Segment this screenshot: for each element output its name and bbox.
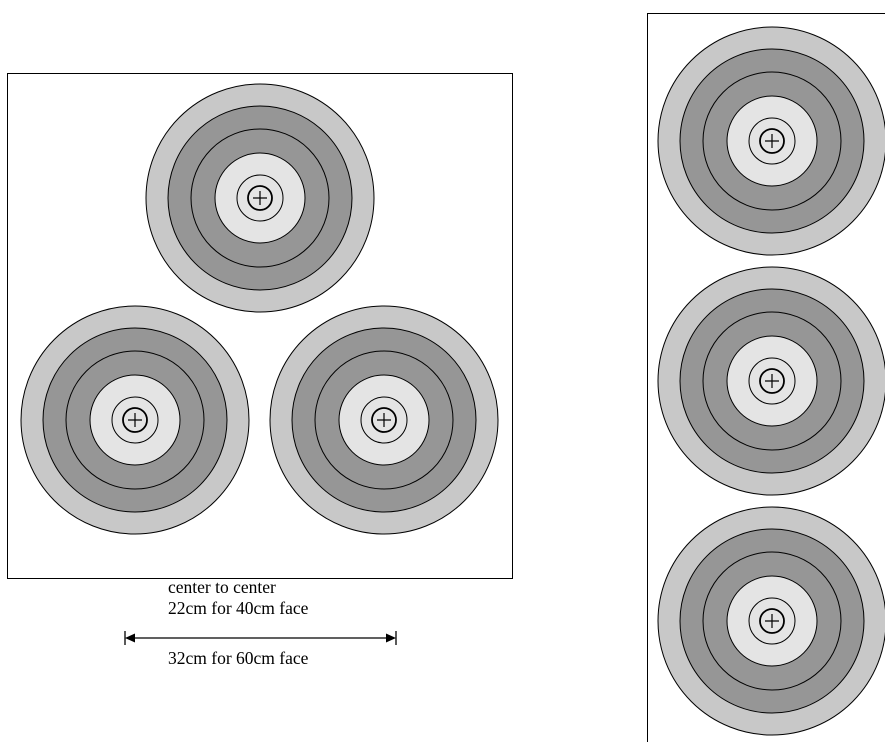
center-ring [759, 368, 785, 394]
center-cross-icon [765, 134, 779, 148]
x-ring [111, 396, 159, 444]
center-ring [759, 128, 785, 154]
center-cross-icon [128, 413, 142, 427]
center-cross-icon [253, 191, 267, 205]
center-ring [122, 407, 148, 433]
x-ring [236, 174, 284, 222]
vertical-target-face-1 [657, 26, 885, 256]
caption-60cm-face: 32cm for 60cm face [168, 648, 309, 668]
vertical-panel-faces [657, 26, 885, 736]
triangle-target-face-2 [20, 305, 250, 535]
vertical-target-face-2 [657, 266, 885, 496]
x-ring [748, 597, 796, 645]
vertical-target-face-3 [657, 506, 885, 736]
x-ring [748, 117, 796, 165]
center-cross-icon [765, 374, 779, 388]
triangle-target-face-3 [269, 305, 499, 535]
dimension-arrow [124, 631, 397, 645]
center-cross-icon [765, 614, 779, 628]
center-ring [759, 608, 785, 634]
caption-40cm-face: 22cm for 40cm face [168, 598, 309, 618]
center-ring [371, 407, 397, 433]
triangle-panel-faces [20, 83, 499, 535]
center-cross-icon [377, 413, 391, 427]
x-ring [748, 357, 796, 405]
triangle-target-face-1 [145, 83, 375, 313]
caption-center-to-center: center to center [168, 577, 276, 597]
x-ring [360, 396, 408, 444]
center-ring [247, 185, 273, 211]
